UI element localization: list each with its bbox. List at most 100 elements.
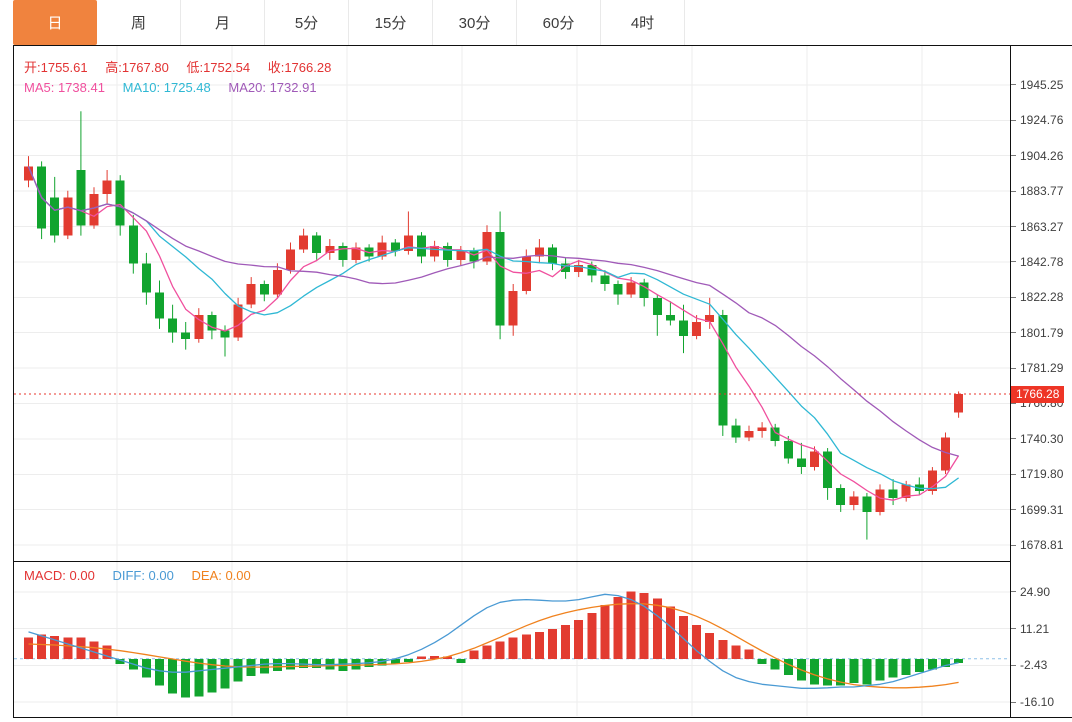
- macd-bar: [613, 596, 623, 659]
- candle-body: [744, 430, 754, 438]
- candle-body: [679, 320, 688, 336]
- y-axis-label: -16.10: [1011, 695, 1054, 709]
- macd-bar: [888, 658, 898, 678]
- candle-body: [403, 235, 413, 252]
- y-axis-label: 1842.78: [1011, 255, 1063, 269]
- candle-body: [207, 315, 217, 331]
- candle-body: [508, 290, 518, 326]
- macd-bar: [37, 634, 47, 659]
- macd-bar: [430, 656, 440, 659]
- macd-bar: [482, 645, 492, 659]
- macd-bar: [312, 658, 322, 669]
- candle-body: [194, 315, 204, 340]
- candle-body: [901, 484, 911, 499]
- candle-body: [927, 470, 937, 492]
- ma5-value: MA5: 1738.41: [24, 80, 105, 95]
- macd-bar: [207, 658, 217, 693]
- tab-4hour[interactable]: 4时: [601, 0, 685, 45]
- ma20-line: [27, 166, 959, 457]
- candle-body: [417, 235, 426, 257]
- y-axis-label: 1883.77: [1011, 184, 1063, 198]
- macd-bar: [679, 615, 688, 659]
- candle-body: [63, 197, 73, 236]
- tab-60min[interactable]: 60分: [517, 0, 601, 45]
- macd-bar: [901, 658, 911, 675]
- y-axis-label: 1863.27: [1011, 220, 1063, 234]
- open-value: 开:1755.61: [24, 60, 88, 75]
- candle-body: [220, 330, 230, 338]
- macd-panel[interactable]: MACD: 0.00 DIFF: 0.00 DEA: 0.00: [14, 561, 1010, 716]
- macd-bar: [718, 639, 728, 659]
- macd-bar: [810, 658, 819, 685]
- ohlc-readout: 开:1755.61 高:1767.80 低:1752.54 收:1766.28: [24, 57, 345, 76]
- macd-bar: [692, 625, 702, 659]
- y-axis-label: 11.21: [1011, 622, 1049, 636]
- macd-bar: [534, 631, 544, 659]
- macd-bar: [731, 645, 741, 659]
- macd-bar: [338, 658, 348, 671]
- candle-body: [482, 232, 492, 262]
- candle-body: [626, 282, 636, 295]
- candle-body: [561, 263, 571, 272]
- macd-bar: [954, 658, 964, 663]
- macd-bar: [626, 591, 636, 659]
- ma10-value: MA10: 1725.48: [122, 80, 211, 95]
- candle-body: [705, 315, 715, 322]
- candle-body: [168, 318, 178, 333]
- current-price-tag: 1766.28: [1011, 386, 1065, 404]
- candle-body: [155, 292, 164, 319]
- tab-week[interactable]: 周: [97, 0, 181, 45]
- macd-bar: [927, 658, 937, 670]
- macd-bar: [469, 650, 479, 659]
- macd-bar: [115, 658, 125, 665]
- candle-body: [128, 225, 138, 264]
- macd-bar: [390, 658, 400, 664]
- macd-bar: [50, 635, 60, 659]
- macd-bar: [181, 658, 191, 698]
- tab-month[interactable]: 月: [181, 0, 265, 45]
- macd-bar: [495, 641, 505, 659]
- y-axis-label: -2.43: [1011, 658, 1047, 672]
- y-axis-label: 1719.80: [1011, 467, 1063, 481]
- macd-bar: [89, 641, 99, 659]
- candle-body: [954, 394, 964, 413]
- macd-bar: [783, 658, 793, 675]
- tab-15min[interactable]: 15分: [349, 0, 433, 45]
- candle-body: [430, 245, 440, 257]
- candle-body: [587, 264, 597, 276]
- dea-value: DEA: 0.00: [191, 568, 251, 583]
- candle-body: [76, 170, 86, 226]
- macd-bar: [823, 658, 833, 686]
- macd-bar: [757, 658, 767, 665]
- candle-body: [351, 247, 361, 260]
- ma-readout: MA5: 1738.41 MA10: 1725.48 MA20: 1732.91: [24, 80, 331, 95]
- candle-body: [757, 427, 767, 431]
- candle-body: [469, 251, 479, 262]
- y-axis-label: 1822.28: [1011, 290, 1063, 304]
- candle-body: [456, 251, 466, 260]
- macd-bar: [914, 658, 924, 673]
- y-axis-label: 24.90: [1011, 585, 1050, 599]
- candlestick-panel[interactable]: 开:1755.61 高:1767.80 低:1752.54 收:1766.28 …: [14, 46, 1010, 561]
- macd-bar: [443, 656, 453, 659]
- candle-body: [600, 275, 610, 284]
- macd-bar: [417, 656, 426, 659]
- tab-day[interactable]: 日: [13, 0, 97, 45]
- candle-body: [823, 451, 833, 488]
- macd-bar: [377, 658, 387, 666]
- candle-body: [272, 270, 282, 295]
- macd-bar: [574, 619, 584, 659]
- tab-5min[interactable]: 5分: [265, 0, 349, 45]
- macd-bar: [24, 637, 33, 659]
- candle-body: [770, 427, 780, 442]
- tab-30min[interactable]: 30分: [433, 0, 517, 45]
- candle-body: [443, 245, 453, 260]
- candle-body: [731, 425, 741, 438]
- candle-body: [718, 315, 728, 426]
- candle-body: [888, 489, 898, 499]
- ma20-value: MA20: 1732.91: [228, 80, 317, 95]
- dea-line: [28, 603, 959, 689]
- candle-body: [24, 166, 33, 181]
- ma5-line: [27, 166, 960, 501]
